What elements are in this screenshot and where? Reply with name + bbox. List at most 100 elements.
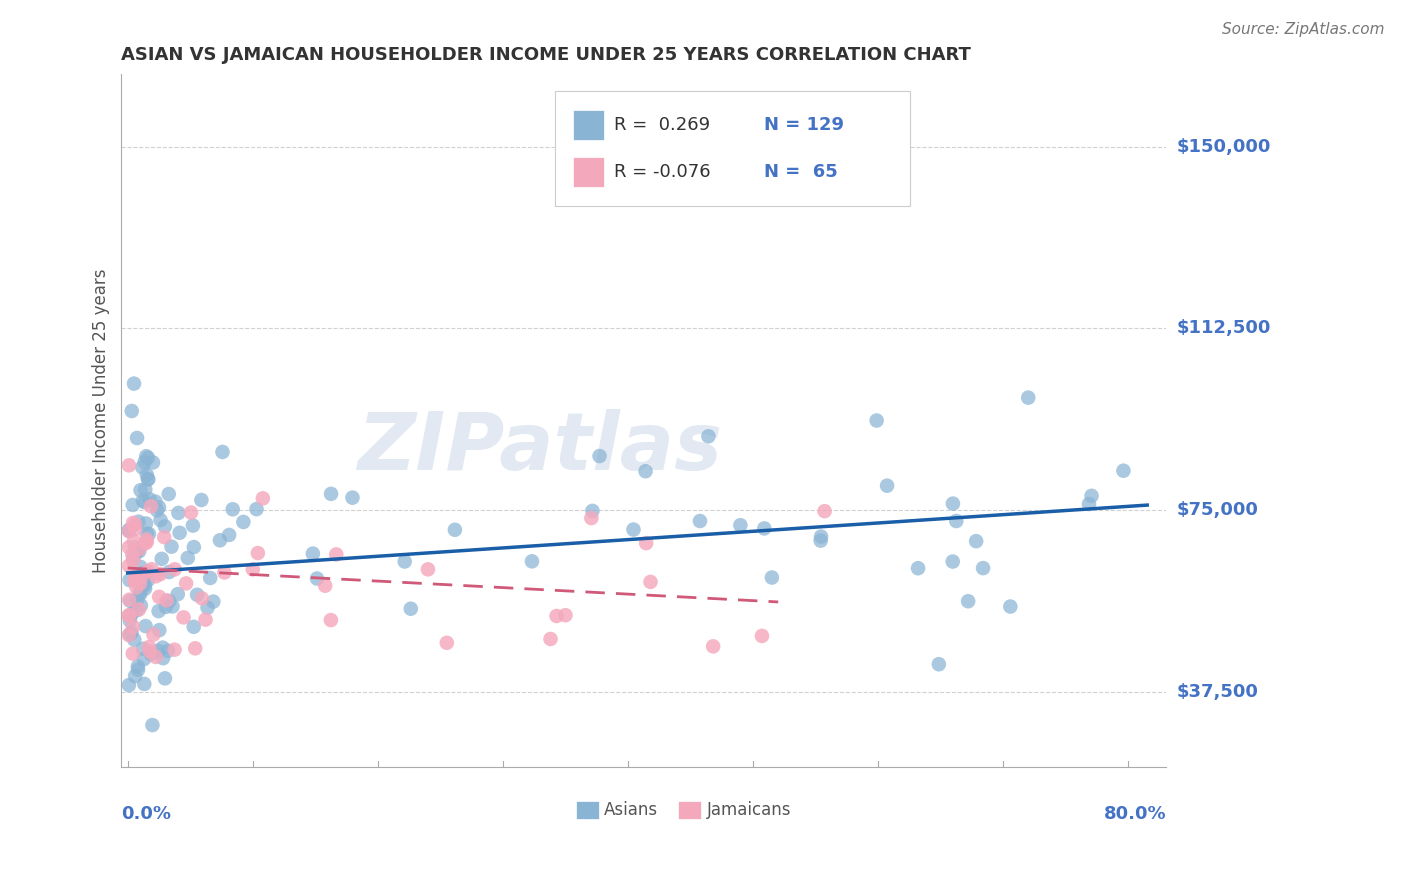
- Point: [157, 487, 180, 501]
- Y-axis label: Householder Income Under 25 years: Householder Income Under 25 years: [93, 268, 110, 573]
- Point: [942, 497, 965, 511]
- Point: [153, 530, 176, 544]
- Text: Source: ZipAtlas.com: Source: ZipAtlas.com: [1222, 22, 1385, 37]
- Point: [957, 594, 980, 608]
- Point: [319, 487, 342, 501]
- Text: N =  65: N = 65: [763, 163, 838, 181]
- Point: [554, 608, 576, 623]
- Point: [197, 600, 219, 615]
- Point: [972, 561, 994, 575]
- Point: [136, 534, 159, 549]
- Point: [730, 518, 752, 533]
- Point: [174, 576, 197, 591]
- Point: [160, 540, 183, 554]
- Point: [436, 636, 458, 650]
- Point: [965, 534, 987, 549]
- Point: [689, 514, 711, 528]
- Point: [145, 569, 167, 583]
- Point: [132, 493, 155, 508]
- Point: [138, 527, 160, 541]
- Point: [186, 588, 208, 602]
- Text: Jamaicans: Jamaicans: [706, 800, 792, 819]
- Point: [148, 500, 170, 515]
- Point: [907, 561, 929, 575]
- Point: [118, 523, 141, 537]
- Text: $75,000: $75,000: [1177, 501, 1258, 519]
- Point: [520, 554, 543, 568]
- Point: [128, 544, 150, 558]
- Point: [121, 404, 143, 418]
- Point: [754, 521, 776, 535]
- Point: [121, 625, 143, 640]
- Point: [145, 649, 167, 664]
- Point: [319, 613, 342, 627]
- Point: [122, 516, 145, 530]
- Point: [134, 483, 156, 497]
- Point: [127, 592, 149, 607]
- Point: [138, 492, 160, 507]
- Point: [1000, 599, 1022, 614]
- Point: [118, 592, 141, 607]
- FancyBboxPatch shape: [576, 800, 599, 819]
- Point: [134, 677, 156, 691]
- Point: [129, 483, 152, 498]
- Text: $37,500: $37,500: [1177, 682, 1258, 700]
- Point: [697, 429, 720, 443]
- Point: [129, 599, 152, 613]
- Point: [118, 458, 141, 473]
- Point: [118, 678, 141, 692]
- Point: [134, 495, 156, 509]
- Point: [141, 718, 163, 732]
- Point: [129, 587, 152, 601]
- Point: [581, 504, 603, 518]
- Point: [761, 570, 783, 584]
- Point: [152, 651, 174, 665]
- Point: [153, 519, 176, 533]
- Point: [124, 669, 146, 683]
- Point: [218, 528, 240, 542]
- Point: [180, 506, 202, 520]
- Point: [142, 455, 165, 469]
- Point: [127, 663, 149, 677]
- Point: [148, 590, 170, 604]
- Point: [148, 623, 170, 637]
- Point: [118, 524, 141, 539]
- Point: [146, 503, 169, 517]
- Point: [136, 472, 159, 486]
- Point: [134, 579, 156, 593]
- Point: [139, 647, 162, 661]
- Point: [124, 522, 146, 536]
- Point: [118, 541, 141, 555]
- Point: [191, 591, 214, 606]
- Point: [588, 449, 610, 463]
- Point: [124, 632, 146, 647]
- Point: [136, 564, 159, 578]
- Point: [131, 573, 153, 587]
- Point: [118, 573, 141, 587]
- Point: [131, 460, 153, 475]
- Point: [177, 550, 200, 565]
- Point: [127, 515, 149, 529]
- Point: [124, 517, 146, 532]
- Point: [125, 431, 148, 445]
- Point: [581, 511, 603, 525]
- Point: [118, 558, 141, 573]
- Text: ZIPatlas: ZIPatlas: [357, 409, 721, 487]
- Point: [876, 478, 898, 492]
- Point: [149, 513, 172, 527]
- Point: [135, 516, 157, 531]
- Point: [135, 526, 157, 541]
- Point: [314, 579, 336, 593]
- Point: [139, 500, 162, 514]
- Point: [145, 494, 167, 508]
- Point: [222, 502, 245, 516]
- Point: [125, 570, 148, 584]
- Point: [120, 594, 142, 608]
- Point: [634, 464, 657, 478]
- Point: [129, 576, 152, 591]
- Point: [945, 514, 967, 528]
- Point: [1080, 489, 1102, 503]
- Point: [118, 614, 141, 628]
- Point: [183, 620, 205, 634]
- Point: [342, 491, 364, 505]
